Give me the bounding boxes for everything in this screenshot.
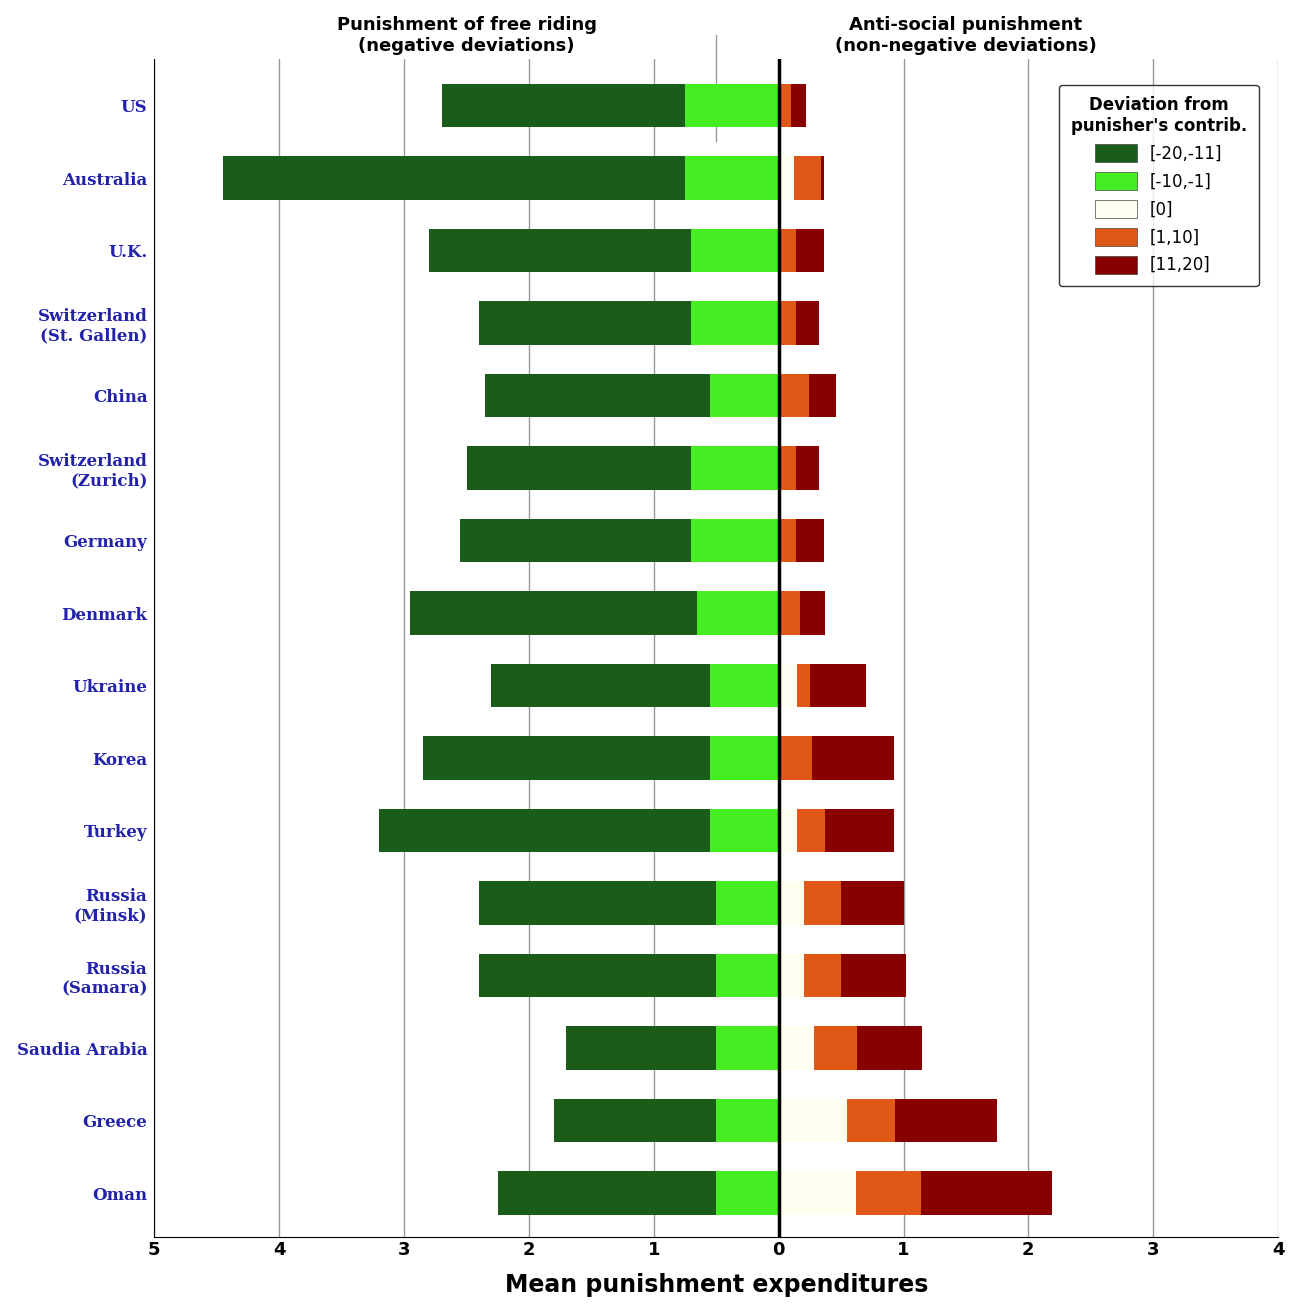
Bar xyxy=(566,1026,717,1070)
Bar xyxy=(847,1099,895,1142)
Bar xyxy=(779,374,781,418)
Bar xyxy=(781,301,796,346)
Bar xyxy=(717,1099,779,1142)
Bar xyxy=(697,591,779,635)
Bar xyxy=(781,374,809,418)
Bar xyxy=(686,84,779,127)
Bar xyxy=(781,229,796,272)
Bar xyxy=(857,1026,922,1070)
Bar xyxy=(691,301,779,346)
Bar xyxy=(796,447,818,490)
Legend: [-20,-11], [-10,-1], [0], [1,10], [11,20]: [-20,-11], [-10,-1], [0], [1,10], [11,20… xyxy=(1059,84,1258,286)
Bar xyxy=(779,84,781,127)
Bar xyxy=(479,301,691,346)
Bar xyxy=(779,664,798,707)
Bar xyxy=(809,374,837,418)
Bar xyxy=(479,882,717,925)
Bar xyxy=(791,84,807,127)
Bar xyxy=(779,1171,856,1215)
Bar xyxy=(461,519,691,562)
Bar xyxy=(717,882,779,925)
Bar xyxy=(691,447,779,490)
Bar xyxy=(921,1171,1053,1215)
Bar xyxy=(779,156,794,200)
Bar xyxy=(825,809,894,853)
Bar xyxy=(441,84,686,127)
Bar xyxy=(895,1099,997,1142)
Bar xyxy=(429,229,691,272)
Bar xyxy=(856,1171,921,1215)
Bar xyxy=(410,591,697,635)
Bar xyxy=(800,591,825,635)
Bar xyxy=(779,229,781,272)
Bar xyxy=(554,1099,717,1142)
Bar xyxy=(717,1171,779,1215)
Bar xyxy=(794,156,821,200)
Bar xyxy=(779,809,798,853)
Bar xyxy=(796,301,818,346)
Bar xyxy=(779,954,804,997)
Bar xyxy=(840,882,903,925)
Bar xyxy=(809,664,866,707)
Bar xyxy=(691,519,779,562)
Bar xyxy=(485,374,710,418)
X-axis label: Mean punishment expenditures: Mean punishment expenditures xyxy=(505,1273,928,1297)
Bar xyxy=(796,229,824,272)
Bar xyxy=(423,736,710,781)
Bar xyxy=(796,519,824,562)
Bar xyxy=(717,954,779,997)
Bar xyxy=(779,882,804,925)
Bar xyxy=(779,447,781,490)
Bar xyxy=(779,591,781,635)
Bar xyxy=(821,156,824,200)
Bar xyxy=(691,229,779,272)
Bar xyxy=(781,447,796,490)
Bar xyxy=(781,519,796,562)
Bar xyxy=(798,664,809,707)
Bar xyxy=(779,1099,847,1142)
Bar xyxy=(710,736,779,781)
Text: Punishment of free riding
(negative deviations): Punishment of free riding (negative devi… xyxy=(337,16,596,55)
Bar xyxy=(779,1026,813,1070)
Bar xyxy=(498,1171,717,1215)
Bar xyxy=(467,447,691,490)
Bar xyxy=(222,156,686,200)
Bar xyxy=(813,1026,857,1070)
Bar xyxy=(710,664,779,707)
Text: Anti-social punishment
(non-negative deviations): Anti-social punishment (non-negative dev… xyxy=(835,16,1097,55)
Bar xyxy=(717,1026,779,1070)
Bar xyxy=(686,156,779,200)
Bar xyxy=(781,591,800,635)
Bar xyxy=(812,736,894,781)
Bar xyxy=(779,736,781,781)
Bar xyxy=(379,809,710,853)
Bar xyxy=(779,519,781,562)
Bar xyxy=(710,809,779,853)
Bar xyxy=(492,664,710,707)
Bar xyxy=(710,374,779,418)
Bar xyxy=(798,809,825,853)
Bar xyxy=(840,954,905,997)
Bar xyxy=(804,954,840,997)
Bar xyxy=(479,954,717,997)
Bar xyxy=(781,84,791,127)
Bar xyxy=(804,882,840,925)
Bar xyxy=(781,736,812,781)
Bar xyxy=(779,301,781,346)
